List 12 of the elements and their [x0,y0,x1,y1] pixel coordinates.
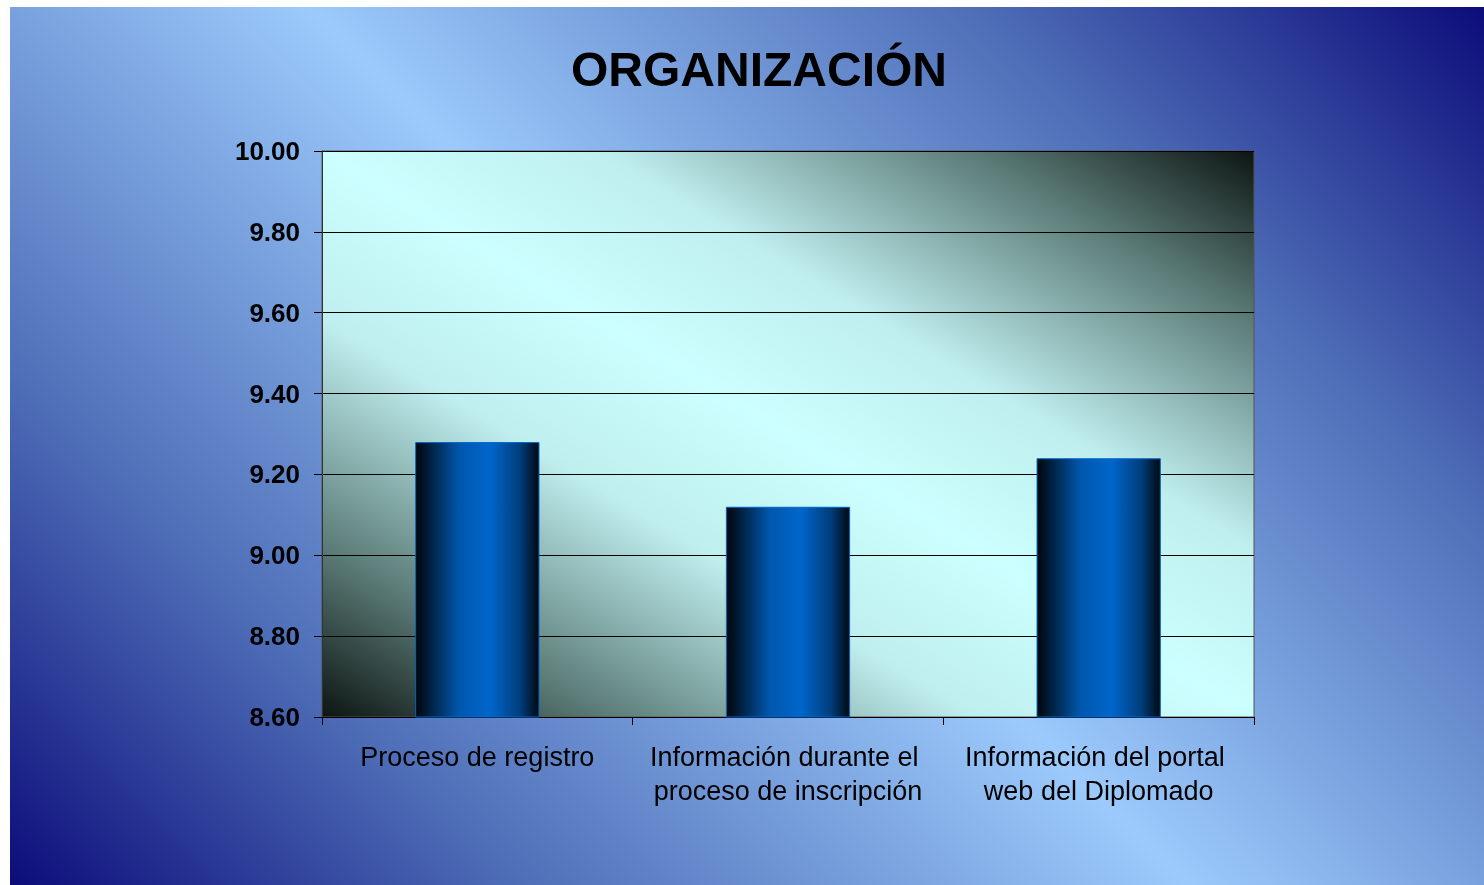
y-tick-label: 8.60 [249,702,300,732]
x-tick-label: Información durante el proceso de inscripción [649,742,927,806]
y-tick-label: 9.00 [249,540,300,571]
x-tick-label: Información del portal web del Diplomado [965,742,1233,806]
y-tick-label: 9.20 [249,459,300,490]
chart-title: ORGANIZACIÓN [571,41,947,96]
y-tick-label: 8.80 [249,621,300,652]
y-tick-label: 10.00 [234,136,300,166]
x-tick-label: Proceso de registro [360,742,595,772]
y-tick-label: 9.80 [249,216,300,247]
y-tick-label: 9.40 [249,378,300,409]
y-tick-label: 9.60 [249,297,300,328]
